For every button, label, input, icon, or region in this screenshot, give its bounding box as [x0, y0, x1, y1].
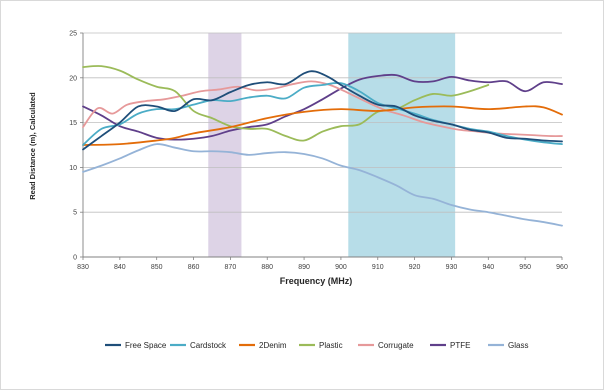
x-axis-title: Frequency (MHz)	[280, 276, 353, 286]
legend-label: Cardstock	[190, 341, 227, 350]
series-line-cardstock	[82, 82, 563, 146]
legend-item-plastic: Plastic	[299, 341, 343, 350]
highlight-band-1	[208, 33, 242, 257]
highlight-band-2	[348, 33, 456, 257]
legend-label: Plastic	[319, 341, 343, 350]
y-axis-title: Read Distance (m), Calculated	[28, 92, 37, 200]
legend-label: PTFE	[450, 341, 470, 350]
x-tick-label: 900	[335, 264, 347, 271]
y-tick-label: 15	[69, 120, 77, 127]
legend-item-corrugate: Corrugate	[358, 341, 414, 350]
x-tick-label: 920	[409, 264, 421, 271]
highlight-bands	[208, 33, 456, 257]
series-line-free-space	[82, 70, 563, 151]
legend-item-glass: Glass	[488, 341, 528, 350]
legend-item-2denim: 2Denim	[239, 341, 287, 350]
y-tick-label: 5	[73, 210, 77, 217]
x-tick-label: 930	[446, 264, 458, 271]
x-tick-label: 960	[556, 264, 568, 271]
series-line-glass	[82, 143, 563, 227]
legend-item-free-space: Free Space	[105, 341, 167, 350]
y-tick-label: 10	[69, 165, 77, 172]
legend-label: Corrugate	[378, 341, 414, 350]
legend-item-ptfe: PTFE	[430, 341, 470, 350]
axes	[80, 32, 563, 260]
y-tick-label: 25	[69, 31, 77, 38]
legend-label: 2Denim	[259, 341, 287, 350]
tick-labels: 830 840 850 860 870 880 890 900 910 920 930 940 950 9…	[69, 31, 568, 272]
x-tick-label: 870	[225, 264, 237, 271]
legend-label: Glass	[508, 341, 528, 350]
x-tick-label: 860	[188, 264, 200, 271]
legend: Free Space Cardstock 2Denim Plastic Corrugat…	[105, 341, 528, 350]
x-tick-label: 850	[151, 264, 163, 271]
legend-label: Free Space	[125, 341, 167, 350]
y-tick-label: 0	[73, 255, 77, 262]
y-tick-label: 20	[69, 75, 77, 82]
series-line-2denim	[82, 105, 563, 146]
gridlines	[83, 32, 562, 213]
series-line-plastic	[82, 65, 490, 142]
series-lines	[82, 65, 563, 227]
x-tick-label: 910	[372, 264, 384, 271]
x-tick-label: 940	[482, 264, 494, 271]
x-tick-label: 950	[519, 264, 531, 271]
series-line-ptfe	[82, 73, 563, 141]
x-tick-label: 830	[77, 264, 89, 271]
legend-item-cardstock: Cardstock	[170, 341, 227, 350]
x-tick-label: 840	[114, 264, 126, 271]
x-tick-label: 890	[298, 264, 310, 271]
x-tick-label: 880	[261, 264, 273, 271]
